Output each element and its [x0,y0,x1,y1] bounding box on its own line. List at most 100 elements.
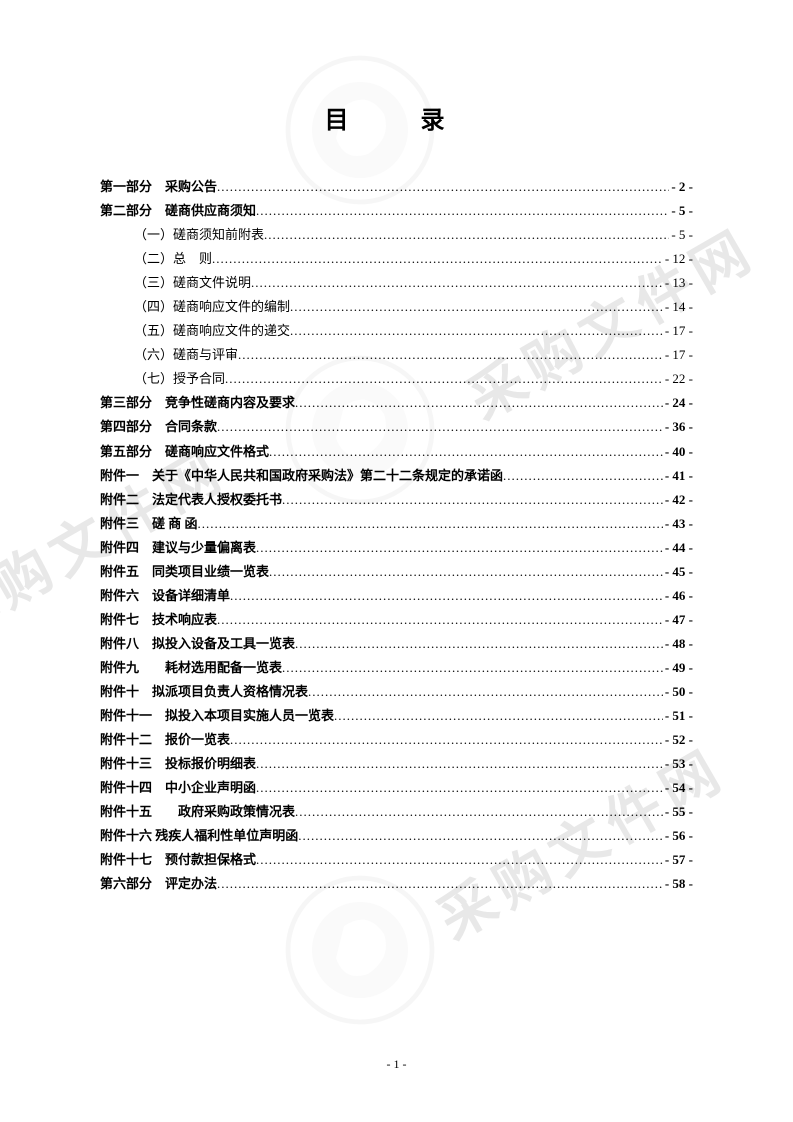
toc-entry-label: 附件十 拟派项目负责人资格情况表 [100,680,308,704]
toc-entry-page: - 58 - [663,872,693,896]
toc-leader-dots [217,175,669,199]
page-content: 目 录 第一部分 采购公告- 2 -第二部分 磋商供应商须知- 5 -（一）磋商… [0,0,793,896]
toc-entry: 附件一 关于《中华人民共和国政府采购法》第二十二条规定的承诺函 - 41 - [100,464,693,488]
toc-entry: （四）磋商响应文件的编制 - 14 - [100,295,693,319]
toc-entry-page: - 51 - [663,704,693,728]
toc-leader-dots [290,319,663,343]
toc-leader-dots [264,223,669,247]
toc-entry-label: 附件四 建议与少量偏离表 [100,536,256,560]
toc-entry-label: 附件七 技术响应表 [100,608,217,632]
toc-entry-page: - 17 - [663,343,693,367]
toc-entry: 附件十五 政府采购政策情况表 - 55 - [100,800,693,824]
toc-entry-label: （一）磋商须知前附表 [134,223,264,247]
toc-entry-label: 附件三 磋 商 函 [100,512,198,536]
toc-entry-page: - 49 - [663,656,693,680]
toc-entry: （三）磋商文件说明 - 13 - [100,271,693,295]
toc-leader-dots [298,824,663,848]
toc-entry: 附件三 磋 商 函 - 43 - [100,512,693,536]
toc-entry-page: - 41 - [663,464,693,488]
toc-entry-page: - 5 - [669,223,693,247]
toc-entry-label: 第四部分 合同条款 [100,415,217,439]
toc-leader-dots [230,584,663,608]
toc-entry-label: 附件十一 拟投入本项目实施人员一览表 [100,704,334,728]
toc-entry-page: - 22 - [663,367,693,391]
toc-entry-page: - 24 - [663,391,693,415]
toc-leader-dots [251,271,663,295]
toc-entry: 附件七 技术响应表 - 47 - [100,608,693,632]
toc-entry: 附件十二 报价一览表 - 52 - [100,728,693,752]
toc-entry-label: 附件十四 中小企业声明函 [100,776,256,800]
toc-leader-dots [217,415,663,439]
toc-entry-page: - 52 - [663,728,693,752]
toc-leader-dots [295,632,663,656]
toc-leader-dots [217,608,663,632]
toc-entry-page: - 40 - [663,440,693,464]
toc-entry-label: 第一部分 采购公告 [100,175,217,199]
toc-leader-dots [290,295,663,319]
toc-entry-page: - 13 - [663,271,693,295]
toc-entry-label: （二）总 则 [134,247,212,271]
toc-entry-label: （六）磋商与评审 [134,343,238,367]
toc-entry-label: 附件九 耗材选用配备一览表 [100,656,282,680]
toc-entry-page: - 45 - [663,560,693,584]
toc-leader-dots [230,728,663,752]
toc-leader-dots [269,560,663,584]
toc-entry: 附件八 拟投入设备及工具一览表 - 48 - [100,632,693,656]
toc-entry-page: - 46 - [663,584,693,608]
toc-leader-dots [334,704,663,728]
toc-leader-dots [503,464,663,488]
toc-entry-page: - 55 - [663,800,693,824]
toc-entry-page: - 48 - [663,632,693,656]
toc-entry: （六）磋商与评审 - 17 - [100,343,693,367]
toc-entry: 附件十 拟派项目负责人资格情况表- 50 - [100,680,693,704]
toc-entry-label: 附件十二 报价一览表 [100,728,230,752]
toc-entry-label: 第二部分 磋商供应商须知 [100,199,256,223]
toc-leader-dots [212,247,663,271]
toc-entry-label: 附件十五 政府采购政策情况表 [100,800,295,824]
toc-entry-page: - 5 - [669,199,693,223]
toc-leader-dots [295,800,663,824]
toc-entry-label: 附件十六 残疾人福利性单位声明函 [100,824,298,848]
toc-leader-dots [217,872,663,896]
toc-leader-dots [225,367,663,391]
toc-entry: 附件十七 预付款担保格式- 57 - [100,848,693,872]
toc-entry-page: - 57 - [663,848,693,872]
toc-entry: 第二部分 磋商供应商须知 - 5 - [100,199,693,223]
toc-entry: （五）磋商响应文件的递交 - 17 - [100,319,693,343]
toc-leader-dots [295,391,663,415]
toc-entry: 附件九 耗材选用配备一览表 - 49 - [100,656,693,680]
toc-entry-label: 附件十三 投标报价明细表 [100,752,256,776]
toc-entry: 附件十一 拟投入本项目实施人员一览表 - 51 - [100,704,693,728]
toc-leader-dots [282,488,663,512]
toc-entry-page: - 14 - [663,295,693,319]
page-title: 目 录 [100,100,693,135]
toc-entry: （一）磋商须知前附表 - 5 - [100,223,693,247]
toc-entry-label: （三）磋商文件说明 [134,271,251,295]
toc-entry-label: 第三部分 竞争性磋商内容及要求 [100,391,295,415]
toc-entry-label: 附件一 关于《中华人民共和国政府采购法》第二十二条规定的承诺函 [100,464,503,488]
toc-entry-label: 附件二 法定代表人授权委托书 [100,488,282,512]
toc-entry-page: - 12 - [663,247,693,271]
toc-entry-page: - 54 - [663,776,693,800]
toc-entry-page: - 42 - [663,488,693,512]
toc-entry: 第一部分 采购公告 - 2 - [100,175,693,199]
table-of-contents: 第一部分 采购公告- 2 -第二部分 磋商供应商须知- 5 -（一）磋商须知前附… [100,175,693,896]
toc-entry-page: - 56 - [663,824,693,848]
toc-entry-page: - 47 - [663,608,693,632]
toc-leader-dots [238,343,663,367]
toc-entry-label: 第六部分 评定办法 [100,872,217,896]
toc-entry-label: （七）授予合同 [134,367,225,391]
toc-leader-dots [198,512,663,536]
toc-entry-page: - 17 - [663,319,693,343]
toc-entry-label: 附件八 拟投入设备及工具一览表 [100,632,295,656]
toc-entry-label: （五）磋商响应文件的递交 [134,319,290,343]
toc-entry: 附件六 设备详细清单- 46 - [100,584,693,608]
toc-entry: 附件十四 中小企业声明函 - 54 - [100,776,693,800]
toc-entry-label: （四）磋商响应文件的编制 [134,295,290,319]
toc-entry-page: - 43 - [663,512,693,536]
toc-entry-page: - 2 - [669,175,693,199]
toc-entry-page: - 53 - [663,752,693,776]
toc-leader-dots [269,440,663,464]
toc-entry: （七）授予合同 - 22 - [100,367,693,391]
toc-leader-dots [256,752,663,776]
